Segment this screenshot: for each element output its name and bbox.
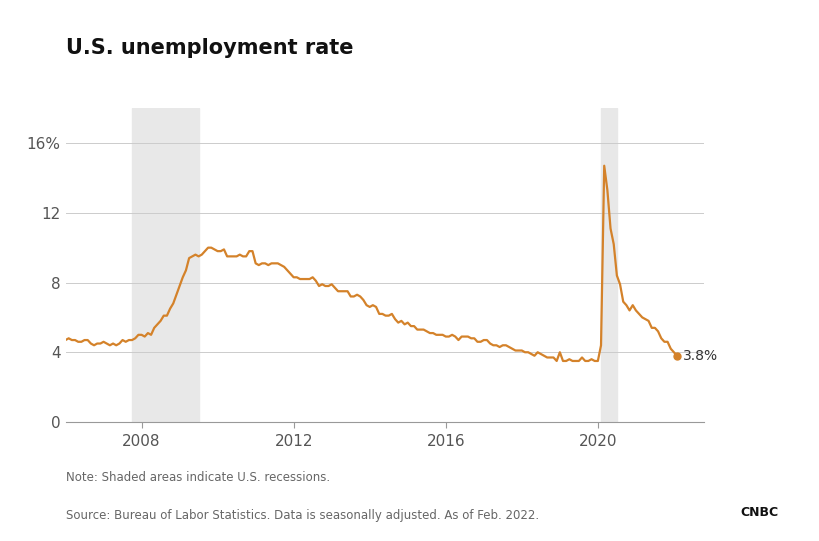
Bar <box>601 108 617 422</box>
Bar <box>132 108 199 422</box>
Text: Note: Shaded areas indicate U.S. recessions.: Note: Shaded areas indicate U.S. recessi… <box>66 471 329 484</box>
Text: 3.8%: 3.8% <box>683 349 718 362</box>
Text: Source: Bureau of Labor Statistics. Data is seasonally adjusted. As of Feb. 2022: Source: Bureau of Labor Statistics. Data… <box>66 509 539 522</box>
Text: CNBC: CNBC <box>740 506 778 519</box>
Text: U.S. unemployment rate: U.S. unemployment rate <box>66 38 353 58</box>
